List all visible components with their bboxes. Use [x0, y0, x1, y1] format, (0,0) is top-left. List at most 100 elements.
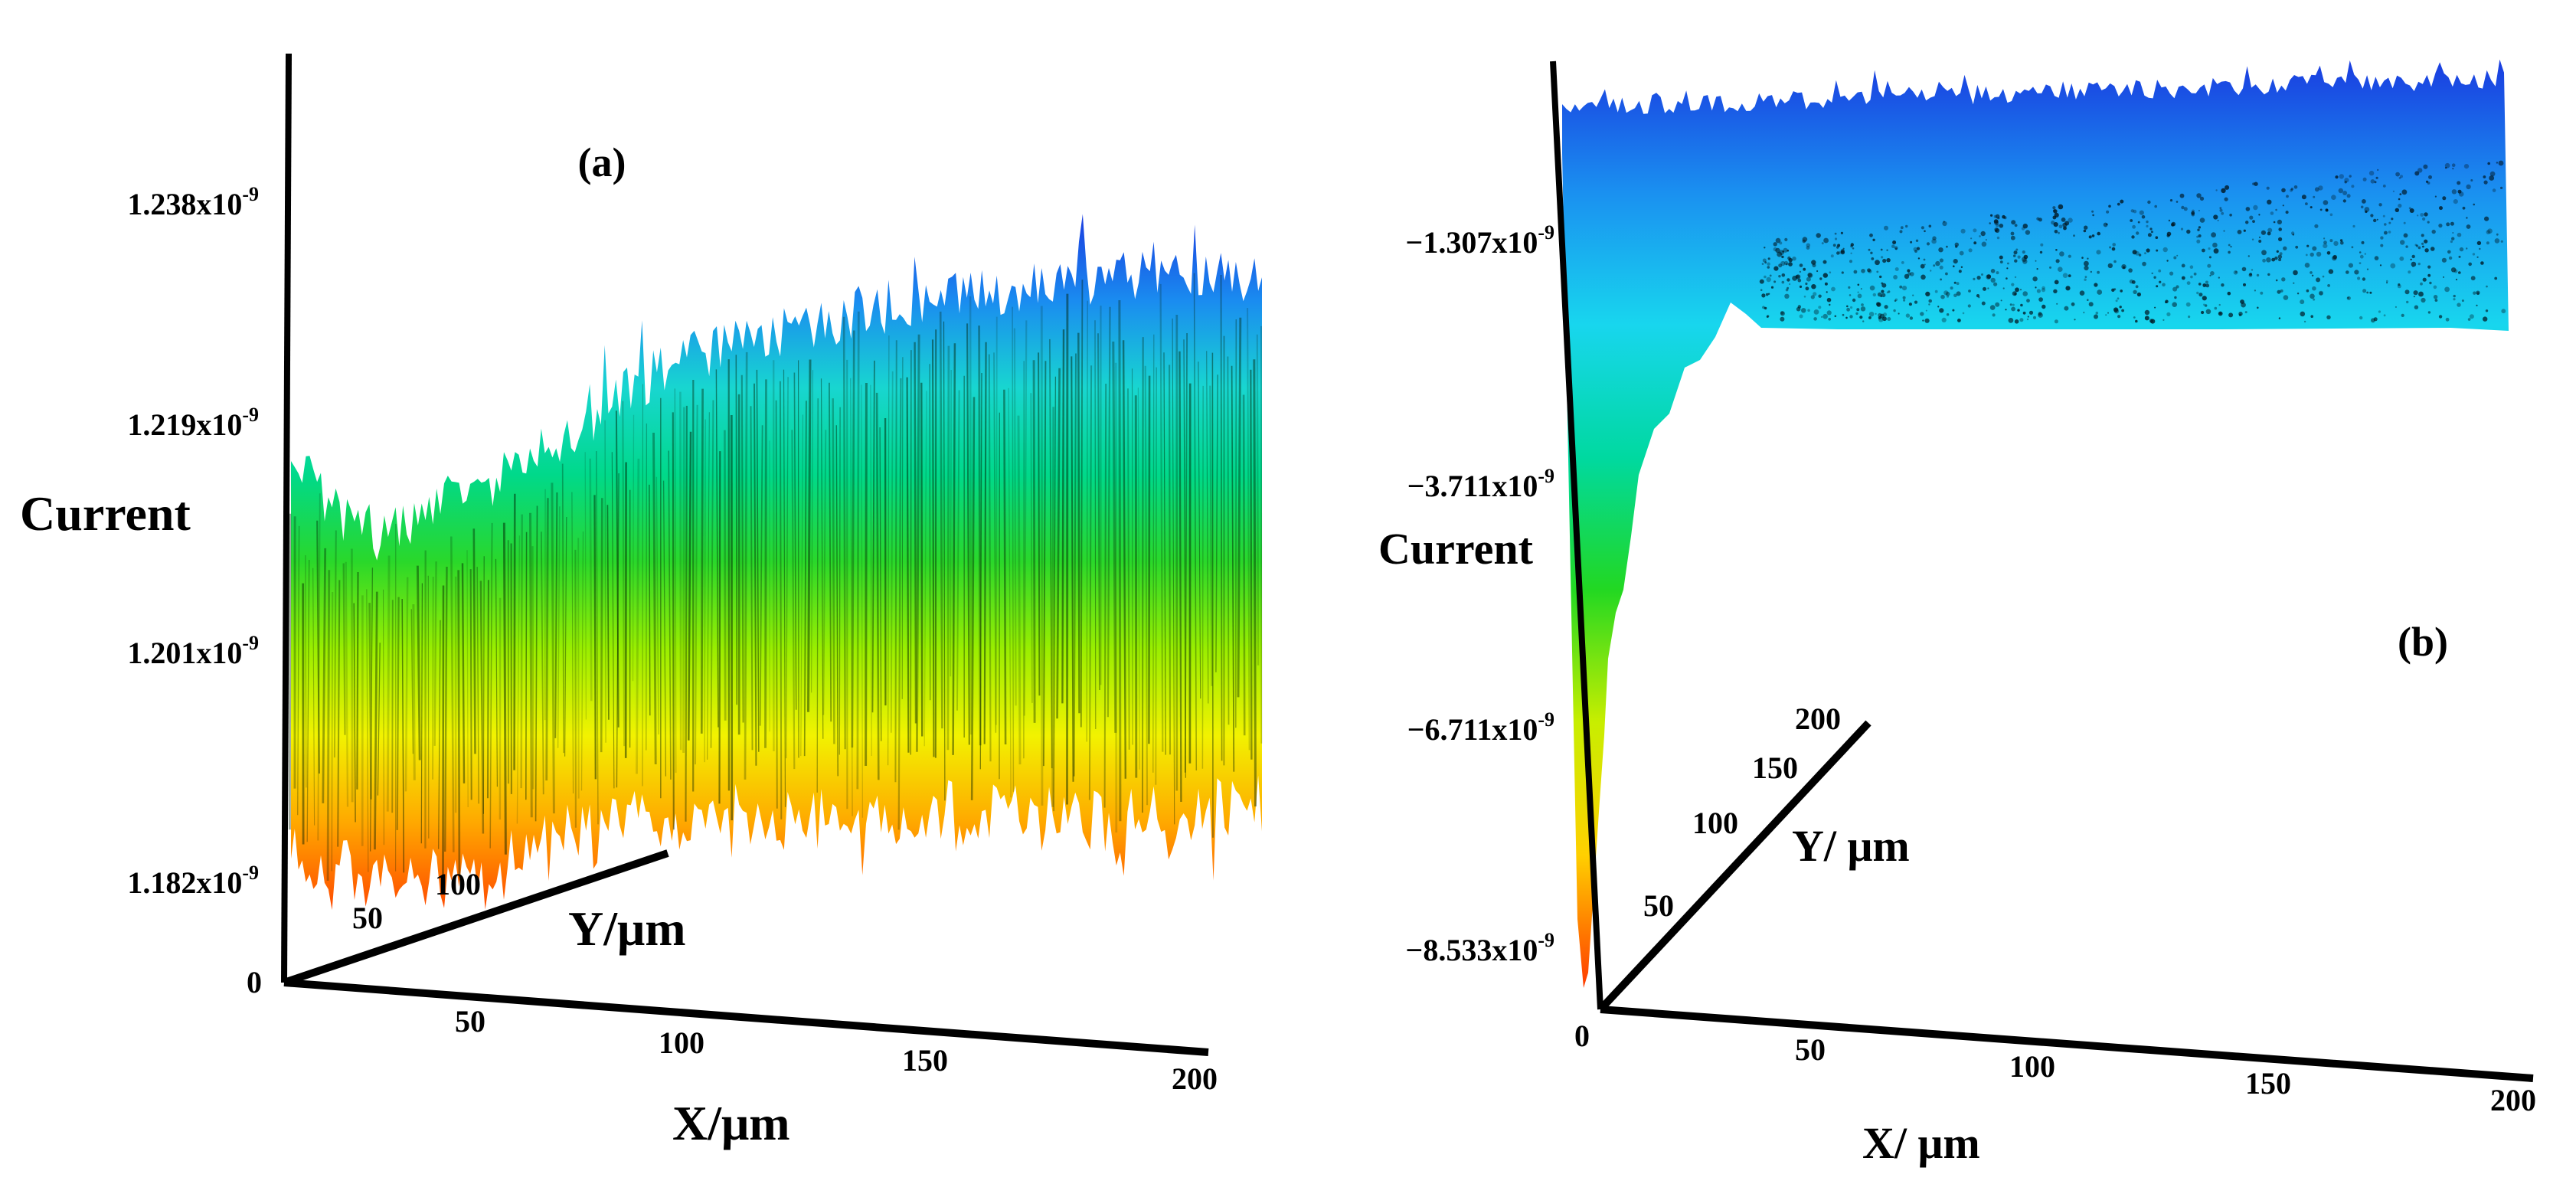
surface-b-speckle	[2068, 254, 2071, 258]
surface-b-speckle	[2466, 224, 2471, 229]
surface-b-speckle	[1996, 224, 1999, 227]
surface-a-streak	[1017, 415, 1022, 765]
surface-b-speckle	[2213, 214, 2218, 220]
surface-b-speckle	[1976, 276, 1981, 280]
surface-a-streak	[764, 379, 767, 748]
surface-b-speckle	[2323, 237, 2326, 240]
surface-b-speckle	[2344, 178, 2349, 183]
surface-b-speckle	[2198, 226, 2201, 229]
surface-b-speckle	[1861, 269, 1865, 273]
surface-b-speckle	[2500, 186, 2503, 189]
surface-b-speckle	[2010, 235, 2015, 240]
surface-b-speckle	[2400, 240, 2405, 245]
surface-b-speckle	[1834, 315, 1837, 318]
surface-b-speckle	[2327, 284, 2331, 287]
surface-b-speckle	[1976, 294, 1980, 298]
surface-b-speckle	[2277, 219, 2282, 224]
surface-b-speckle	[2342, 191, 2348, 195]
surface-a-streak	[427, 575, 430, 839]
surface-b-speckle	[2455, 278, 2458, 281]
surface-b-speckle	[2424, 248, 2429, 253]
surface-b-speckle	[2359, 316, 2363, 320]
surface-b-speckle	[2115, 299, 2118, 303]
surface-a-streak	[1220, 274, 1223, 761]
surface-a-streak	[668, 450, 672, 780]
surface-b-speckle	[1945, 272, 1948, 276]
surface-a-streak	[466, 550, 469, 808]
panel-label-a: (a)	[578, 139, 626, 185]
surface-b-speckle	[2267, 199, 2272, 204]
surface-a-streak	[1237, 317, 1242, 698]
surface-a-streak	[520, 514, 523, 789]
surface-b-speckle	[2107, 312, 2109, 314]
surface-a-streak	[391, 600, 394, 813]
surface-b-speckle	[1952, 309, 1955, 312]
surface-b-speckle	[2106, 210, 2110, 214]
surface-b-speckle	[1869, 285, 1875, 291]
surface-b-speckle	[2111, 247, 2116, 251]
surface-a-streak	[901, 357, 904, 699]
surface-b-speckle	[1867, 268, 1872, 273]
surface-b-speckle	[2215, 189, 2218, 191]
surface-b-speckle	[2091, 210, 2094, 213]
surface-b-speckle	[1920, 263, 1925, 269]
surface-b-speckle	[1829, 303, 1831, 306]
surface-b-speckle	[2186, 229, 2191, 234]
surface-b-speckle	[2011, 283, 2015, 286]
surface-b-speckle	[1989, 222, 1991, 224]
surface-b-speckle	[2054, 280, 2059, 285]
surface-b-speckle	[2011, 220, 2016, 225]
surface-a-streak	[829, 382, 832, 722]
surface-b-speckle	[2500, 240, 2503, 243]
surface-b-speckle	[2458, 271, 2461, 274]
surface-b-speckle	[2196, 193, 2202, 198]
surface-b-speckle	[2380, 244, 2384, 247]
surface-b-speckle	[2417, 214, 2419, 217]
surface-b-speckle	[2417, 262, 2421, 266]
surface-b-speckle	[1995, 214, 2000, 219]
surface-b-speckle	[2421, 234, 2424, 237]
y-axis-b	[1597, 720, 1872, 1012]
surface-b-speckle	[1837, 244, 1841, 247]
surface-b-speckle	[1799, 270, 1802, 273]
surface-b-speckle	[2083, 229, 2087, 233]
surface-b-speckle	[2473, 291, 2476, 295]
surface-b-speckle	[1787, 286, 1790, 289]
surface-b-speckle	[1981, 301, 1986, 306]
surface-a-streak	[832, 398, 835, 744]
surface-b-speckle	[1853, 270, 1858, 274]
surface-b-speckle	[1962, 312, 1965, 315]
surface-b-speckle	[2081, 257, 2084, 259]
surface-b-speckle	[1985, 239, 1987, 241]
surface-b-speckle	[2008, 318, 2014, 323]
surface-b-speckle	[2323, 240, 2327, 245]
surface-b-speckle	[2451, 237, 2455, 240]
surface-a-streak	[655, 476, 659, 735]
surface-b-speckle	[2196, 235, 2199, 238]
surface-a-streak	[401, 598, 405, 873]
surface-b-speckle	[2262, 258, 2267, 263]
surface-b-speckle	[1968, 248, 1973, 253]
surface-b-speckle	[1840, 231, 1843, 234]
surface-b-speckle	[2480, 261, 2484, 265]
surface-b-speckle	[2486, 285, 2488, 288]
surface-b-speckle	[2496, 162, 2499, 164]
surface-b-speckle	[2136, 231, 2140, 235]
surface-b-speckle	[1907, 269, 1911, 273]
surface-a-streak	[952, 343, 956, 755]
surface-b-speckle	[2282, 204, 2284, 207]
surface-b-speckle	[2423, 164, 2428, 169]
surface-b-speckle	[2427, 273, 2431, 277]
surface-b-speckle	[2340, 240, 2344, 245]
surface-b-speckle	[2214, 306, 2218, 310]
surface-b-speckle	[2335, 175, 2339, 179]
surface-b-speckle	[2313, 298, 2316, 301]
surface-b-speckle	[2444, 162, 2450, 168]
surface-a-streak	[914, 342, 917, 724]
surface-a-streak	[775, 400, 778, 809]
surface-a-streak	[1250, 369, 1253, 760]
surface-b-speckle	[1934, 289, 1938, 293]
surface-b-speckle	[1775, 237, 1781, 244]
surface-b-speckle	[1784, 237, 1788, 241]
surface-a-streak	[1256, 334, 1260, 666]
